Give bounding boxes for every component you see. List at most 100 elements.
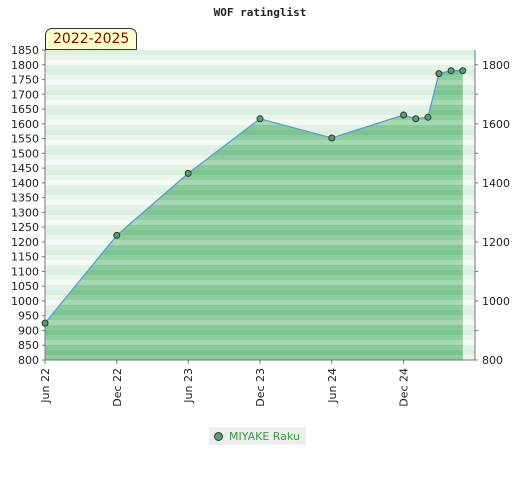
area-band [45, 320, 463, 325]
data-point [459, 67, 467, 75]
left-tick-label: 900 [18, 324, 39, 337]
legend: MIYAKE Raku [209, 427, 306, 445]
right-tick-label: 1400 [482, 177, 510, 190]
area-band [45, 190, 463, 195]
area-band [45, 285, 463, 290]
bg-band [45, 65, 475, 70]
bg-band [45, 95, 475, 100]
data-point [447, 67, 455, 75]
left-tick-label: 800 [18, 354, 39, 367]
area-band [45, 170, 463, 175]
area-band [45, 315, 463, 320]
area-band [45, 235, 463, 240]
left-tick-label: 1400 [11, 177, 39, 190]
data-point [412, 115, 420, 123]
bg-band [45, 55, 475, 60]
area-band [45, 335, 463, 340]
area-band [45, 255, 463, 260]
area-band [45, 345, 463, 350]
left-tick-label: 1550 [11, 133, 39, 146]
x-tick-label: Jun 22 [39, 368, 52, 404]
area-band [45, 340, 463, 345]
area-band [45, 200, 463, 205]
data-point [400, 111, 408, 119]
area-band [45, 265, 463, 270]
bg-band [45, 80, 475, 85]
area-band [45, 310, 463, 315]
area-band [45, 275, 463, 280]
area-band [45, 160, 463, 165]
area-band [45, 245, 463, 250]
area-band [45, 260, 463, 265]
area-band [45, 140, 463, 145]
bg-band [45, 60, 475, 65]
data-point [113, 231, 121, 239]
area-band [45, 210, 463, 215]
bg-band [45, 70, 475, 75]
area-band [45, 230, 463, 235]
bg-band [45, 50, 475, 55]
area-band [45, 250, 463, 255]
area-band [45, 240, 463, 245]
area-band [45, 135, 463, 140]
left-tick-label: 1250 [11, 221, 39, 234]
bg-band [45, 90, 475, 95]
left-tick-label: 1450 [11, 162, 39, 175]
area-band [45, 270, 463, 275]
area-band [45, 290, 463, 295]
left-tick-label: 1750 [11, 74, 39, 87]
bg-band [45, 105, 475, 110]
area-band [45, 220, 463, 225]
right-tick-label: 1000 [482, 295, 510, 308]
area-band [45, 225, 463, 230]
area-band [45, 125, 463, 130]
area-band [45, 300, 463, 305]
x-tick-label: Dec 22 [111, 368, 124, 407]
bg-band [45, 85, 475, 90]
x-tick-label: Dec 23 [254, 368, 267, 407]
left-tick-label: 1650 [11, 103, 39, 116]
left-tick-label: 1800 [11, 59, 39, 72]
bg-band [45, 100, 475, 105]
area-band [45, 195, 463, 200]
left-tick-label: 1600 [11, 118, 39, 131]
area-band [45, 155, 463, 160]
area-band [45, 130, 463, 135]
x-tick-label: Dec 24 [398, 368, 411, 407]
data-point [256, 115, 264, 123]
data-point [41, 319, 49, 327]
area-band [45, 355, 463, 360]
chart-title: WOF ratinglist [213, 6, 307, 19]
area-band [45, 185, 463, 190]
area-band [45, 175, 463, 180]
area-band [45, 215, 463, 220]
right-tick-label: 1200 [482, 236, 510, 249]
area-band [45, 305, 463, 310]
area-band [45, 180, 463, 185]
data-point [328, 134, 336, 142]
left-tick-label: 1300 [11, 206, 39, 219]
area-band [45, 150, 463, 155]
area-band [45, 280, 463, 285]
legend-marker [214, 431, 223, 441]
period-badge: 2022-2025 [45, 28, 138, 50]
area-band [45, 165, 463, 170]
area-band [45, 330, 463, 335]
bg-band [45, 75, 475, 80]
area-band [45, 325, 463, 330]
left-tick-label: 1500 [11, 147, 39, 160]
data-point [435, 70, 443, 78]
right-tick-label: 800 [482, 354, 503, 367]
legend-label: MIYAKE Raku [229, 429, 300, 443]
left-tick-label: 1000 [11, 295, 39, 308]
x-tick-label: Jun 23 [182, 368, 195, 404]
left-tick-label: 850 [18, 339, 39, 352]
left-tick-label: 1050 [11, 280, 39, 293]
area-band [45, 145, 463, 150]
right-tick-label: 1600 [482, 118, 510, 131]
left-tick-label: 1850 [11, 44, 39, 57]
area-band [45, 350, 463, 355]
left-tick-label: 1150 [11, 251, 39, 264]
data-point [184, 169, 192, 177]
